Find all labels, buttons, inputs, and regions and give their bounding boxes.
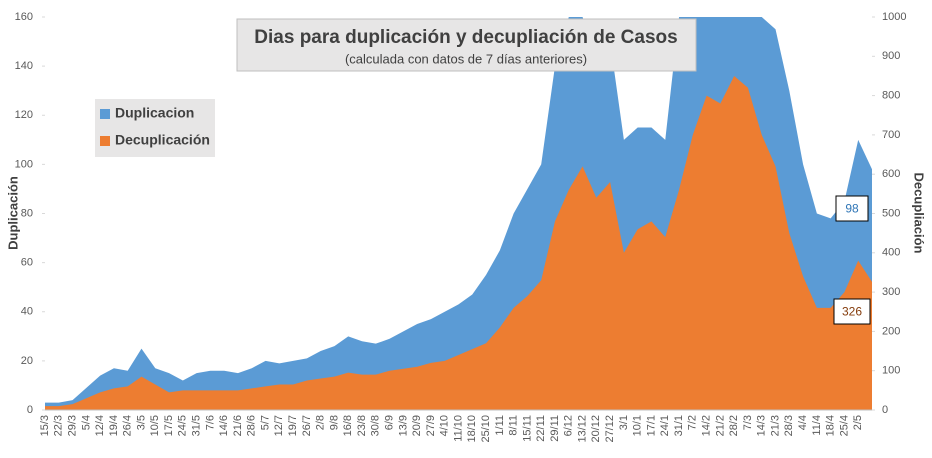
data-label-box [833,298,871,325]
x-tick-label: 14/2 [701,415,713,436]
y-tick-label: 140 [15,60,33,72]
y2-tick-label: 200 [882,325,900,337]
legend-box [95,99,215,157]
x-tick-label: 11/4 [811,415,823,436]
x-tick-label: 28/3 [783,415,795,436]
x-tick-label: 17/1 [645,415,657,436]
y2-tick-label: 0 [882,404,888,416]
y2-tick-label: 400 [882,247,900,259]
y2-tick-label: 1000 [882,11,906,23]
x-tick-label: 7/2 [687,415,699,430]
x-tick-label: 23/8 [356,415,368,436]
x-tick-label: 14/6 [218,415,230,436]
x-tick-label: 29/3 [66,415,78,436]
data-label: 326 [842,305,862,319]
x-tick-label: 5/4 [80,415,92,430]
data-label-box [835,195,869,222]
y2-tick-label: 300 [882,286,900,298]
x-tick-label: 15/11 [521,415,533,442]
y2-tick-label: 900 [882,50,900,62]
x-tick-label: 28/2 [728,415,740,436]
legend-swatch [100,109,110,119]
x-tick-label: 30/8 [370,415,382,436]
x-tick-label: 16/8 [342,415,354,436]
x-tick-label: 6/12 [563,415,575,436]
chart-subtitle: (calculada con datos de 7 días anteriore… [345,51,587,66]
legend-label: Decuplicación [115,132,210,148]
x-tick-label: 2/5 [852,415,864,430]
x-tick-label: 24/1 [659,415,671,436]
x-tick-label: 14/3 [756,415,768,436]
legend-label: Duplicacion [115,105,194,121]
y-tick-label: 80 [21,207,33,219]
y2-tick-label: 500 [882,207,900,219]
x-tick-label: 9/8 [328,415,340,430]
y-axis-title: Duplicación [5,176,20,250]
x-tick-label: 8/11 [508,415,520,436]
x-tick-label: 2/8 [315,415,327,430]
y2-tick-label: 700 [882,129,900,141]
y2-tick-label: 800 [882,90,900,102]
y-tick-label: 20 [21,355,33,367]
y-tick-label: 60 [21,257,33,269]
plot-area [45,17,872,410]
x-tick-label: 22/11 [535,415,547,442]
x-tick-label: 7/3 [742,415,754,430]
y-tick-label: 160 [15,11,33,23]
chart-title: Dias para duplicación y decupliación de … [254,27,677,48]
x-tick-label: 3/1 [618,415,630,430]
y2-tick-label: 100 [882,365,900,377]
y-tick-label: 100 [15,158,33,170]
x-tick-label: 20/9 [411,415,423,436]
x-tick-label: 1/11 [494,415,506,436]
x-tick-label: 10/5 [149,415,161,436]
x-tick-label: 27/12 [604,415,616,443]
y-tick-label: 120 [15,109,33,121]
x-tick-label: 12/4 [94,415,106,436]
y2-tick-label: 600 [882,168,900,180]
x-tick-label: 26/7 [301,415,313,436]
y2-axis-title: Decupliación [912,173,927,254]
x-tick-label: 31/1 [673,415,685,436]
y-tick-label: 40 [21,306,33,318]
x-tick-label: 13/9 [397,415,409,436]
x-tick-label: 21/6 [232,415,244,436]
area-1 [45,75,872,410]
x-tick-label: 24/5 [177,415,189,436]
x-tick-label: 19/7 [287,415,299,436]
x-tick-label: 4/4 [797,415,809,430]
x-tick-label: 19/4 [108,415,120,436]
x-tick-label: 22/3 [53,415,65,436]
data-label: 98 [845,202,859,216]
x-tick-label: 6/9 [383,415,395,430]
x-tick-label: 25/4 [838,415,850,436]
x-tick-label: 25/10 [480,415,492,443]
x-tick-label: 27/9 [425,415,437,436]
x-tick-label: 5/7 [259,415,271,430]
x-tick-label: 7/6 [204,415,216,430]
x-tick-label: 13/12 [576,415,588,443]
x-tick-label: 28/6 [246,415,258,436]
x-tick-label: 12/7 [273,415,285,436]
x-tick-label: 26/4 [122,415,134,436]
x-tick-label: 21/3 [769,415,781,436]
x-tick-label: 18/10 [466,415,478,443]
x-tick-label: 4/10 [439,415,451,436]
x-tick-label: 18/4 [825,415,837,436]
x-tick-label: 17/5 [163,415,175,436]
x-tick-label: 20/12 [590,415,602,443]
x-tick-label: 21/2 [714,415,726,436]
title-box [236,18,697,72]
x-tick-label: 11/10 [452,415,464,442]
x-tick-label: 10/1 [632,415,644,436]
x-tick-label: 31/5 [191,415,203,436]
y-tick-label: 0 [27,404,33,416]
legend-swatch [100,136,110,146]
x-tick-label: 29/11 [549,415,561,442]
x-tick-label: 3/5 [135,415,147,430]
x-tick-label: 15/3 [39,415,51,436]
